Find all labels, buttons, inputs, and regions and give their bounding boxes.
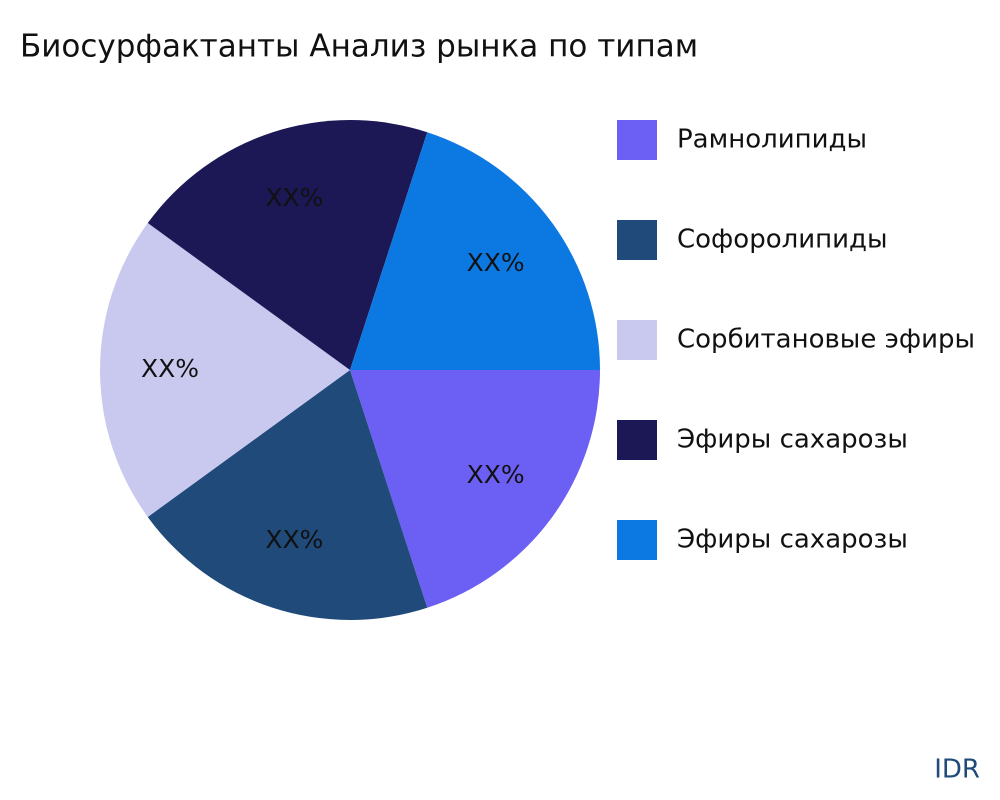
watermark: IDR: [934, 755, 980, 785]
legend-swatch: [617, 420, 657, 460]
legend-label: Сорбитановые эфиры: [677, 325, 975, 355]
slice-label: XX%: [467, 248, 525, 277]
slice-label: XX%: [141, 354, 199, 383]
slice-label: XX%: [265, 525, 323, 554]
pie-slice: [100, 223, 350, 517]
slice-label: XX%: [467, 460, 525, 489]
pie-slice: [350, 370, 600, 608]
legend-label: Рамнолипиды: [677, 125, 867, 155]
pie-slice: [350, 132, 600, 370]
legend-label: Эфиры сахарозы: [677, 425, 908, 455]
legend-swatch: [617, 120, 657, 160]
pie-slice: [147, 120, 428, 370]
legend-swatch: [617, 320, 657, 360]
slice-label: XX%: [265, 183, 323, 212]
legend-swatch: [617, 220, 657, 260]
pie-slice: [147, 370, 428, 620]
chart-title: Биосурфактанты Анализ рынка по типам: [20, 29, 698, 65]
legend-label: Эфиры сахарозы: [677, 525, 908, 555]
legend-label: Софоролипиды: [677, 225, 888, 255]
legend-swatch: [617, 520, 657, 560]
